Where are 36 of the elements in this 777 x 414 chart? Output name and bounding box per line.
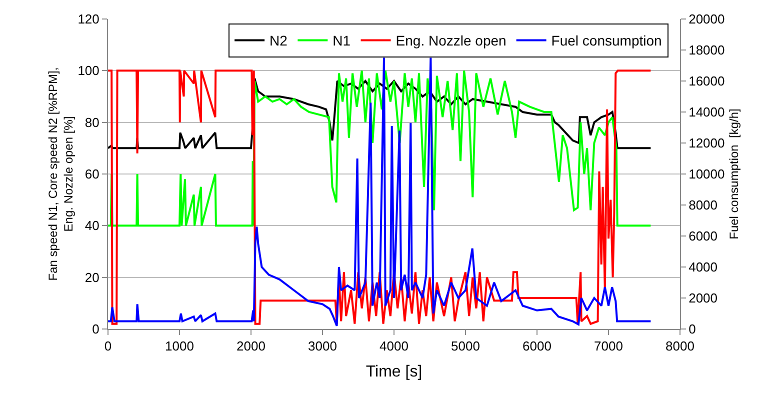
y2-tick-label: 4000 [688, 260, 718, 275]
y2-tick-label: 14000 [688, 104, 725, 120]
legend-label: N1 [332, 32, 351, 49]
y2-tick-label: 10000 [688, 166, 725, 182]
y-tick-label: 120 [78, 12, 100, 27]
x-tick-label: 3000 [308, 338, 337, 354]
legend-label: N2 [270, 32, 288, 49]
x-tick-label: 4000 [380, 338, 408, 354]
y-tick-label: 40 [84, 218, 100, 234]
y2-tick-label: 20000 [688, 12, 725, 27]
x-tick-label: 8000 [666, 338, 694, 354]
x-tick-label: 2000 [236, 338, 266, 354]
x-tick-label: 0 [104, 338, 112, 354]
y-tick-label: 80 [84, 114, 100, 130]
x-tick-label: 7000 [594, 338, 623, 354]
y-tick-label: 100 [78, 63, 100, 78]
y2-tick-label: 12000 [688, 136, 725, 151]
line-series [108, 77, 652, 150]
y-tick-label: 20 [84, 270, 100, 285]
y2-tick-label: 2000 [688, 290, 718, 306]
y-tick-label: 60 [84, 166, 100, 182]
y2-tick-label: 8000 [688, 198, 718, 213]
y-axis-title: Fan speed N1, Core speed N2 [%RPM], Eng. Nozzle open [%] [46, 67, 76, 281]
y2-axis-title: Fuel consumption [kg/h] [726, 108, 741, 240]
y2-tick-label: 6000 [688, 228, 718, 244]
legend-label: Eng. Nozzle open [396, 32, 506, 49]
x-tick-label: 5000 [451, 338, 480, 354]
x-tick-label: 6000 [522, 338, 552, 354]
y-tick-label: 0 [92, 322, 100, 337]
x-tick-label: 1000 [165, 338, 194, 354]
y2-tick-label: 0 [688, 322, 696, 337]
y2-tick-label: 18000 [688, 42, 725, 58]
x-axis-title: Time [s] [366, 363, 422, 380]
y2-tick-label: 16000 [688, 74, 725, 89]
line-series [108, 70, 652, 227]
legend-label: Fuel consumption [551, 32, 662, 49]
